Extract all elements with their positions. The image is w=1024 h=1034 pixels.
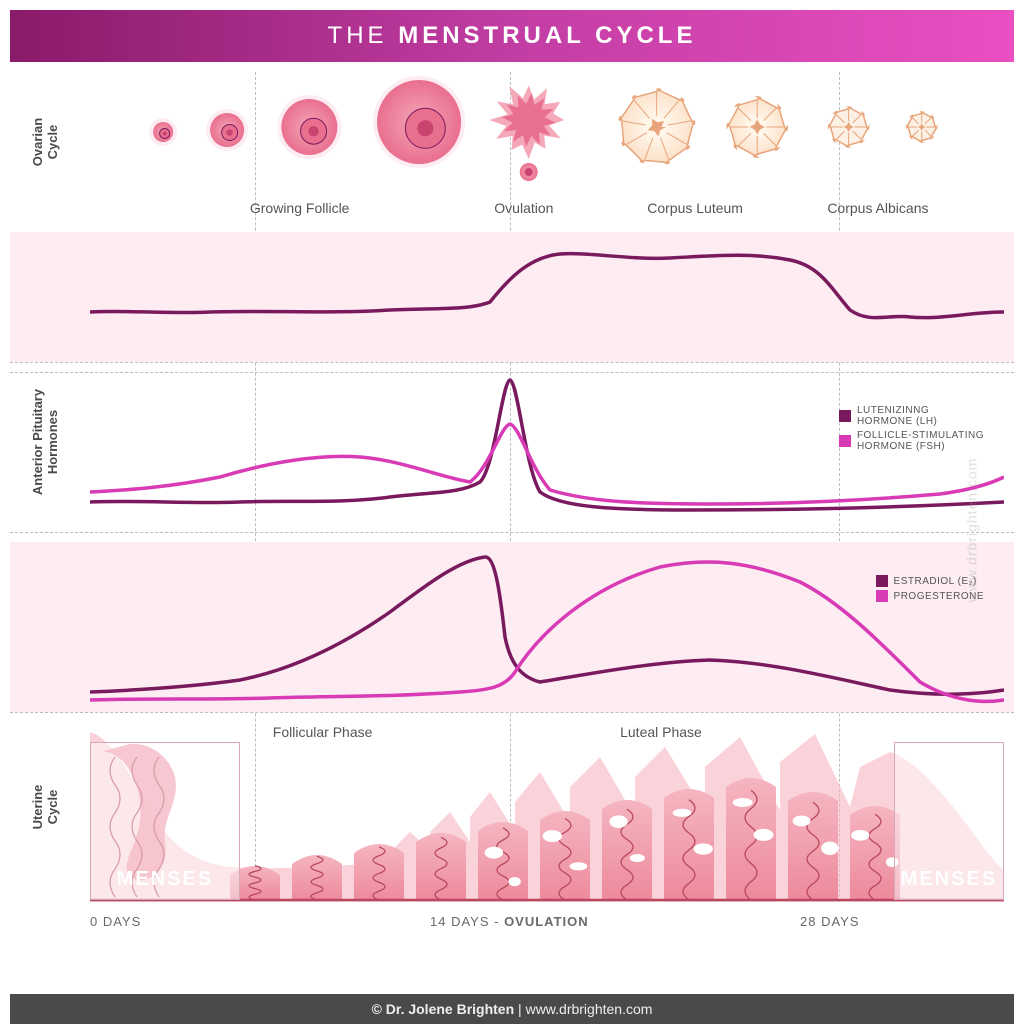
legend-lh: LUTENIZINNG HORMONE (LH) xyxy=(857,405,937,427)
label-uterine: Uterine Cycle xyxy=(30,762,60,852)
stage-ovulation: Ovulation xyxy=(474,200,574,216)
label-pituitary: Anterior Pituitary Hormones xyxy=(30,372,60,512)
body-temp-curve xyxy=(90,254,1004,318)
row-ovarian-h: ESTRADIOL (E₂) PROGESTERONE xyxy=(90,542,1004,712)
label-ovarian-cycle: Ovarian Cycle xyxy=(30,97,60,187)
stage-corpus-albicans: Corpus Albicans xyxy=(803,200,953,216)
estradiol-curve xyxy=(90,557,1004,694)
row-ovarian-cycle: Growing Follicle Ovulation Corpus Luteum… xyxy=(90,72,1004,222)
row-body-temp xyxy=(90,232,1004,362)
axis-14days: 14 DAYS - OVULATION xyxy=(430,914,589,929)
watermark: www.drbrighten.com xyxy=(964,458,980,603)
chart-area: Ovarian Cycle Growing Follicle Ovulation… xyxy=(10,62,1014,962)
row-uterine: Follicular Phase Luteal Phase MENSES MEN… xyxy=(90,722,1004,902)
menses-left: MENSES xyxy=(90,742,240,900)
row-pituitary: LUTENIZINNG HORMONE (LH) FOLLICLE-STIMUL… xyxy=(90,372,1004,532)
footer: © Dr. Jolene Brighten | www.drbrighten.c… xyxy=(10,994,1014,1024)
legend-fsh: FOLLICLE-STIMULATING HORMONE (FSH) xyxy=(857,430,984,452)
title-main: MENSTRUAL CYCLE xyxy=(398,22,696,49)
stage-corpus-luteum: Corpus Luteum xyxy=(620,200,770,216)
axis-28days: 28 DAYS xyxy=(800,914,860,929)
legend-pituitary: LUTENIZINNG HORMONE (LH) FOLLICLE-STIMUL… xyxy=(839,402,984,455)
axis-0days: 0 DAYS xyxy=(90,914,141,929)
footer-author: © Dr. Jolene Brighten xyxy=(372,1001,515,1017)
title-banner: THE MENSTRUAL CYCLE xyxy=(10,10,1014,62)
footer-url: www.drbrighten.com xyxy=(526,1001,653,1017)
menses-right: MENSES xyxy=(894,742,1004,900)
title-pre: THE xyxy=(328,22,399,49)
stage-growing: Growing Follicle xyxy=(200,200,400,216)
